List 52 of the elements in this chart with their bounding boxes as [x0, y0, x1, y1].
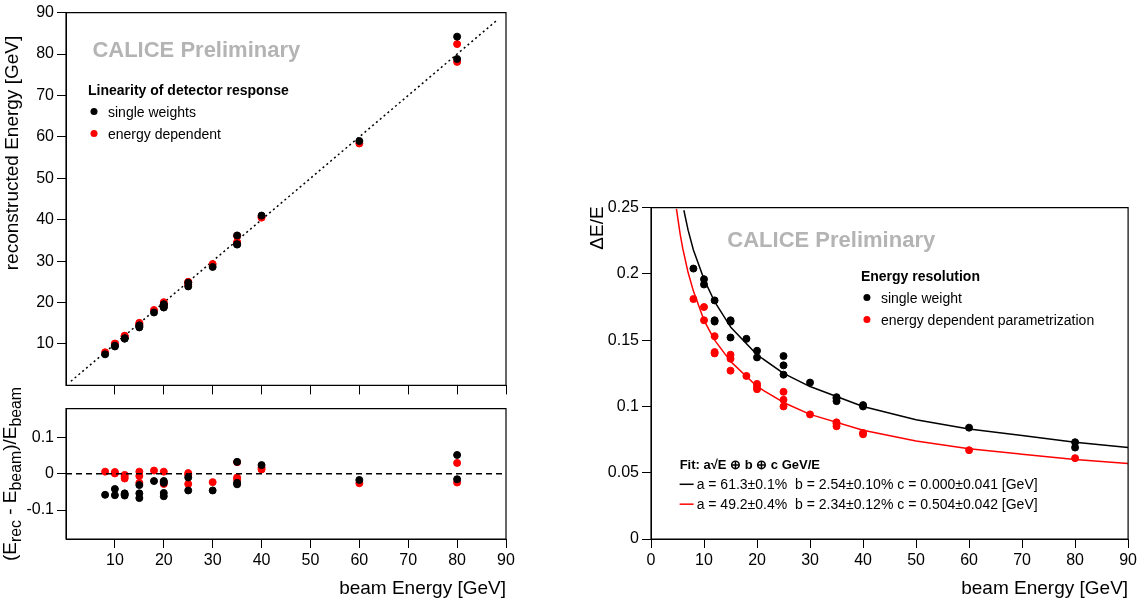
x-tick-label: 10 — [105, 551, 124, 569]
annotation: Fit: a√E ⊕ b ⊕ c GeV/E — [679, 457, 821, 473]
x-tick-label: 30 — [203, 551, 222, 569]
x-tick-label: 80 — [448, 551, 467, 569]
x-tick-label: 50 — [907, 551, 926, 569]
x-tick-label: 80 — [1066, 551, 1085, 569]
legend-title: Energy resolution — [860, 267, 980, 284]
legend-label: single weights — [108, 103, 196, 120]
y-tick-label: 10 — [36, 334, 55, 352]
x-tick-label: 30 — [801, 551, 820, 569]
x-tick-label: 10 — [695, 551, 714, 569]
annotation: CALICE Preliminary — [92, 37, 301, 63]
annotation: CALICE Preliminary — [727, 227, 936, 253]
y-tick-label: 0.25 — [607, 198, 640, 216]
x-tick-label: 70 — [1013, 551, 1032, 569]
x-axis-title: beam Energy [GeV] — [961, 576, 1129, 598]
x-tick-label: 70 — [399, 551, 418, 569]
y-tick-label: 50 — [36, 168, 55, 186]
y-tick-label: 0.2 — [616, 264, 640, 282]
y-tick-label: 0.05 — [607, 463, 640, 481]
legend-label: single weight — [880, 289, 962, 306]
y-axis-title: reconstructed Energy [GeV] — [1, 35, 23, 270]
y-tick-label: 0 — [45, 464, 55, 482]
x-tick-label: 60 — [960, 551, 979, 569]
y-tick-label: 20 — [36, 292, 55, 310]
y-tick-label: 30 — [36, 251, 55, 269]
y-tick-label: -0.1 — [26, 500, 55, 518]
x-tick-label: 50 — [301, 551, 320, 569]
y-axis-title: ΔE/E — [586, 205, 608, 250]
annotation: a = 61.3±0.1% b = 2.54±0.10% c = 0.000±0.041 [GeV] — [696, 476, 1038, 493]
x-tick-label: 20 — [748, 551, 767, 569]
x-tick-label: 90 — [1119, 551, 1138, 569]
legend-label: energy dependent — [108, 125, 221, 142]
y-tick-label: 80 — [36, 44, 55, 62]
legend-title: Linearity of detector response — [88, 81, 289, 98]
y-tick-label: 0.1 — [616, 396, 640, 414]
legend-label: energy dependent parametrization — [880, 311, 1095, 328]
x-tick-label: 40 — [252, 551, 271, 569]
y-tick-label: 0.1 — [31, 427, 55, 445]
y-tick-label: 0.15 — [607, 330, 640, 348]
x-tick-label: 90 — [497, 551, 515, 569]
x-axis-title: beam Energy [GeV] — [339, 576, 506, 598]
x-tick-label: 20 — [154, 551, 173, 569]
y-tick-label: 70 — [36, 85, 55, 103]
x-tick-label: 60 — [350, 551, 369, 569]
x-tick-label: 0 — [646, 551, 656, 569]
y-tick-label: 60 — [36, 127, 55, 145]
x-tick-label: 40 — [854, 551, 873, 569]
y-tick-label: 40 — [36, 210, 55, 228]
annotation: a = 49.2±0.4% b = 2.34±0.12% c = 0.504±0.042 [GeV] — [696, 496, 1038, 513]
y-tick-label: 0 — [630, 529, 640, 547]
y-tick-label: 90 — [36, 3, 55, 21]
